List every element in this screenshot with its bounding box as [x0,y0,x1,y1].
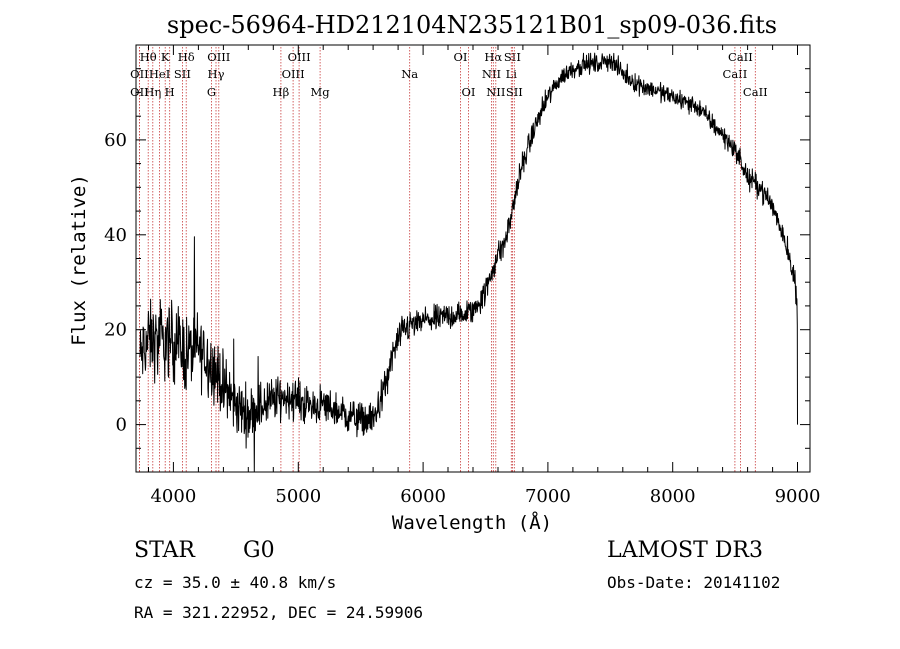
spectral-line-label: Hα [484,50,502,64]
object-subclass: G0 [243,538,275,563]
spectral-line-label: OI [462,85,476,99]
spectral-line-label: Hδ [178,50,195,64]
y-tick-label: 20 [104,320,127,341]
spectral-line-label: Mg [311,85,331,99]
obs-date-text: Obs-Date: 20141102 [607,573,781,592]
x-tick-label: 8000 [650,486,696,507]
spectral-line-label: SII [174,67,191,81]
spectrum-layer [139,52,798,473]
spectral-line-label: NII [486,85,505,99]
spectral-line-label: CaII [728,50,753,64]
redshift-text: cz = 35.0 ± 40.8 km/s [134,573,337,592]
spectral-line-label: Li [506,67,518,81]
axes-layer: 4000 5000 6000 7000 8000 9000 0 20 40 60 [104,44,821,507]
y-axis-label: Flux (relative) [68,174,90,346]
spectral-line-label: SII [506,85,523,99]
x-axis-label: Wavelength (Å) [392,511,552,534]
spectral-line-label: OIII [288,50,311,64]
spectral-line-label: Hγ [208,67,225,81]
spectral-line-label: Na [401,67,418,81]
y-tick-label: 60 [104,130,127,151]
x-tick-label: 5000 [275,486,321,507]
x-tick-label: 6000 [400,486,446,507]
x-tick-label: 4000 [150,486,196,507]
spectral-line-label: Hθ [140,50,157,64]
y-tick-label: 40 [104,225,127,246]
spectral-line-label: CaII [743,85,768,99]
spectral-line-label: H [165,85,175,99]
x-tick-label: 7000 [525,486,571,507]
spectral-line-label: CaII [723,67,748,81]
spectral-line-label: NII [482,67,501,81]
spectral-line-label: K [161,50,170,64]
spectral-line-label: HeI [149,67,170,81]
spectral-line-label: OI [454,50,468,64]
line-marker-layer: OIIOIIHθHηHeIKHSIIHδGHγOIIIHβOIIIOIIIMgN… [130,47,768,472]
spectrum-line [139,52,798,473]
spectral-line-label: SII [504,50,521,64]
spectral-line-label: Hβ [273,85,290,99]
coordinates-text: RA = 321.22952, DEC = 24.59906 [134,603,423,622]
spectral-line-label: OIII [207,50,230,64]
spectral-line-label: OIII [282,67,305,81]
x-tick-label: 9000 [775,486,821,507]
spectral-line-label: G [207,85,216,99]
spectral-line-label: Hη [144,85,161,99]
survey-name: LAMOST DR3 [607,538,763,563]
y-tick-label: 0 [116,415,127,436]
chart-title: spec-56964-HD212104N235121B01_sp09-036.f… [167,11,777,39]
object-class: STAR [134,538,195,563]
